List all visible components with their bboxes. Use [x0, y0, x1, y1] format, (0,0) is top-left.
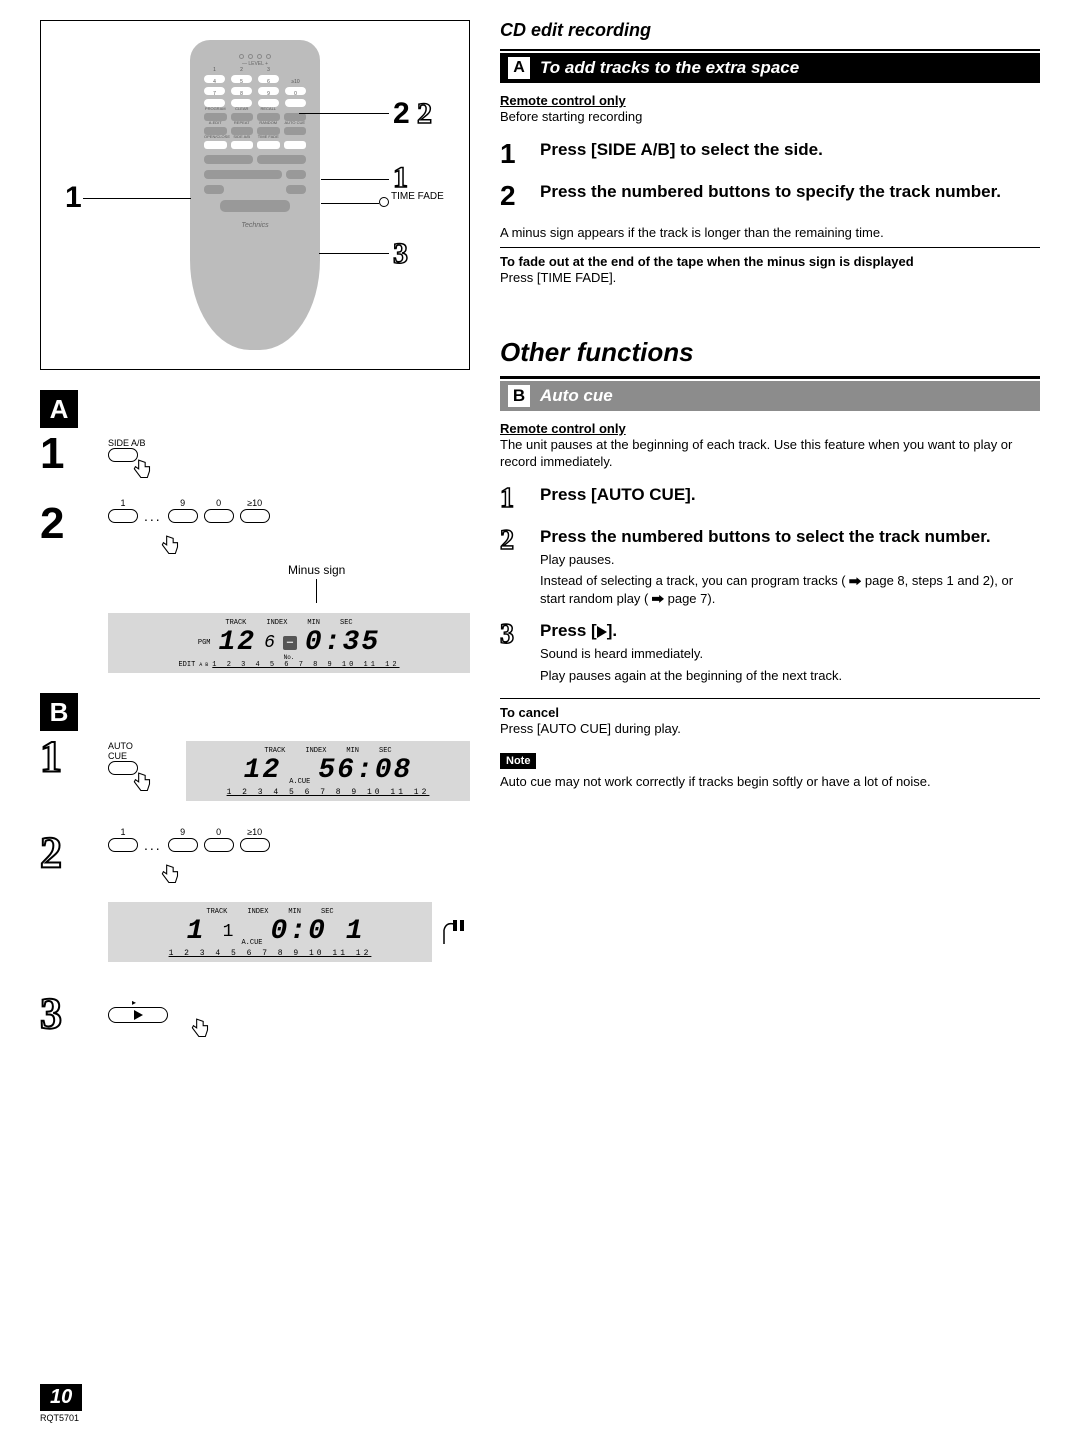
section-b-bar: B Auto cue: [500, 381, 1040, 411]
play-button: [108, 1007, 168, 1023]
num-button: 9: [168, 509, 198, 523]
section-a-step-1: 1 SIDE A/B: [40, 432, 470, 484]
section-a-step-2: 2 1 ... 9 0 ≥10 Minus sign TRACK IN: [40, 502, 470, 673]
press-hand-icon: [130, 458, 156, 484]
lcd-display-b2: TRACKINDEXMINSEC 1 1 A.CUE 0:0 1 1 2 3 4…: [108, 902, 432, 962]
press-hand-icon: [158, 534, 184, 560]
press-hand-icon: [188, 1017, 214, 1043]
section-a-bar: A To add tracks to the extra space: [500, 53, 1040, 83]
step-number: 1: [40, 735, 90, 779]
remote-body: — LEVEL + 123 456≥10 7890 PROGRAMCLEARRE…: [190, 40, 320, 350]
remote-only-label: Remote control only: [500, 421, 1040, 436]
section-a-badge: A: [40, 390, 78, 428]
section-b-step-3: 3 ▸: [40, 992, 470, 1043]
callout-3-outline: 3: [393, 237, 408, 271]
press-hand-icon: [158, 863, 184, 889]
num-button: 9: [168, 838, 198, 852]
num-button: 1: [108, 509, 138, 523]
remote-brand: Technics: [200, 222, 310, 229]
num-button: 0: [204, 509, 234, 523]
play-icon: [597, 626, 607, 638]
arrow-icon: [849, 577, 861, 585]
callout-2-outline: 2: [417, 97, 432, 131]
remote-only-label: Remote control only: [500, 93, 1040, 108]
instruction-b3: 3 Press []. Sound is heard immediately. …: [500, 621, 1040, 684]
section-b-badge: B: [40, 693, 78, 731]
instruction-2: 2 Press the numbered buttons to specify …: [500, 182, 1040, 210]
arrow-icon: [652, 595, 664, 603]
cancel-body: Press [AUTO CUE] during play.: [500, 720, 1040, 738]
remote-diagram-frame: — LEVEL + 123 456≥10 7890 PROGRAMCLEARRE…: [40, 20, 470, 370]
lcd-display-b1: TRACKINDEXMINSEC 12 A.CUE 56:08 1 2 3 4 …: [186, 741, 470, 801]
side-ab-label: SIDE A/B: [108, 438, 470, 448]
section-b-step-1: 1 AUTO CUE TRACKINDEXMINSEC: [40, 735, 470, 801]
num-button: ≥10: [240, 509, 270, 523]
note-badge: Note: [500, 753, 536, 769]
right-column: CD edit recording A To add tracks to the…: [500, 20, 1040, 1061]
callout-1-outline: 1: [393, 161, 408, 195]
fade-out-body: Press [TIME FADE].: [500, 269, 1040, 287]
callout-1-left: 1: [65, 181, 82, 215]
num-button: 0: [204, 838, 234, 852]
time-fade-label: TIME FADE: [391, 191, 444, 202]
callout-2: 2: [393, 97, 410, 131]
remote-number-grid: 123 456≥10 7890: [204, 75, 306, 107]
lcd-display-a: TRACK INDEX MIN SEC PGM 12 6 – 0:35 No.: [108, 613, 470, 673]
step-number: 3: [40, 992, 90, 1036]
minus-text: A minus sign appears if the track is lon…: [500, 224, 1040, 242]
step-number: 2: [40, 831, 90, 875]
instruction-b1: 1 Press [AUTO CUE].: [500, 485, 1040, 513]
before-text: Before starting recording: [500, 108, 1040, 126]
minus-sign-label: Minus sign: [288, 563, 470, 577]
step-number: 1: [40, 432, 90, 476]
autocue-intro: The unit pauses at the beginning of each…: [500, 436, 1040, 471]
page-footer: 10 RQT5701: [40, 1384, 82, 1423]
heading-other: Other functions: [500, 337, 1040, 368]
instruction-b2: 2 Press the numbered buttons to select t…: [500, 527, 1040, 608]
num-button: ≥10: [240, 838, 270, 852]
instruction-1: 1 Press [SIDE A/B] to select the side.: [500, 140, 1040, 168]
note-body: Auto cue may not work correctly if track…: [500, 773, 1040, 791]
fade-out-title: To fade out at the end of the tape when …: [500, 254, 1040, 269]
press-hand-icon: [130, 771, 156, 797]
document-code: RQT5701: [40, 1413, 82, 1423]
step-number: 2: [40, 502, 90, 546]
minus-indicator: –: [283, 636, 297, 650]
page-number: 10: [40, 1384, 82, 1411]
left-column: — LEVEL + 123 456≥10 7890 PROGRAMCLEARRE…: [40, 20, 470, 1061]
autocue-label: AUTO CUE: [108, 741, 156, 761]
num-button: 1: [108, 838, 138, 852]
heading-cd-edit: CD edit recording: [500, 20, 1040, 41]
section-b-step-2: 2 1 ... 9 0 ≥10 TRACKINDEXMINSEC: [40, 831, 470, 962]
pause-icon: [440, 918, 470, 951]
cancel-title: To cancel: [500, 705, 1040, 720]
